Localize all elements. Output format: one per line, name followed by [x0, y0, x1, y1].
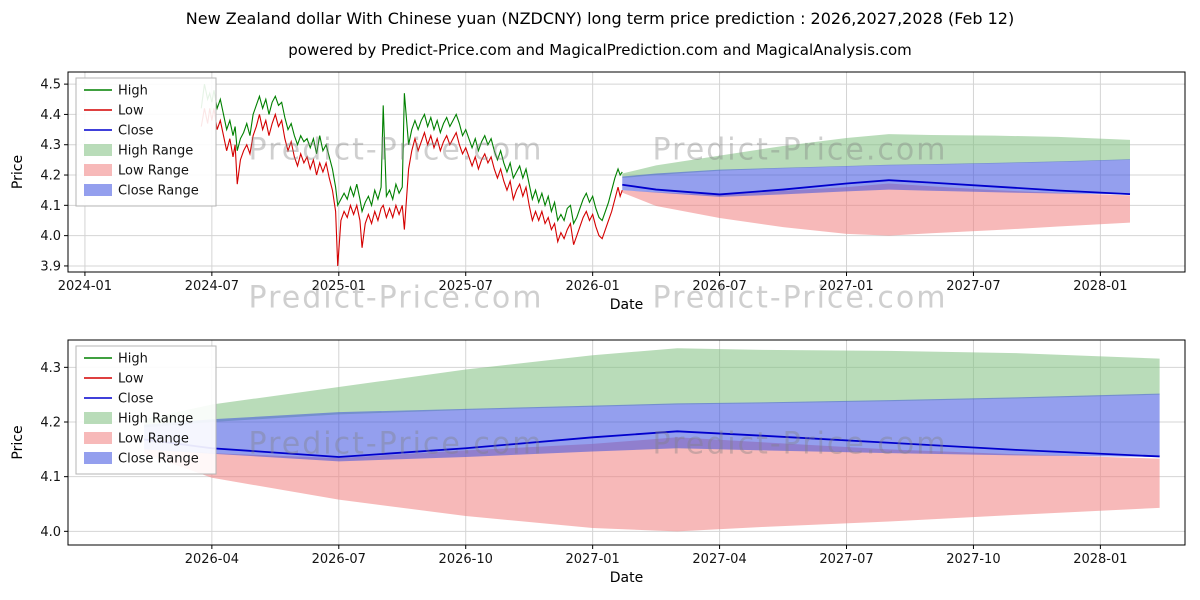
- legend-label: Close Range: [118, 452, 199, 467]
- legend-swatch-close_band: [84, 452, 112, 464]
- x-tick-label: 2024-01: [58, 279, 112, 294]
- high-range-band: [144, 348, 1160, 428]
- x-axis-label: Date: [610, 297, 643, 313]
- x-tick-label: 2027-07: [819, 552, 873, 567]
- low-range-band: [622, 183, 1130, 236]
- low-range-band: [144, 437, 1160, 532]
- y-tick-label: 4.2: [40, 169, 61, 184]
- legend-label: High: [118, 352, 148, 367]
- legend-label: Close Range: [118, 184, 199, 199]
- x-tick-label: 2027-01: [819, 279, 873, 294]
- x-tick-label: 2026-07: [692, 279, 746, 294]
- x-tick-label: 2028-01: [1073, 552, 1127, 567]
- page-title: New Zealand dollar With Chinese yuan (NZ…: [185, 9, 1015, 28]
- legend-swatch-low_band: [84, 164, 112, 176]
- page-subtitle: powered by Predict-Price.com and Magical…: [288, 41, 912, 59]
- y-tick-label: 4.1: [40, 199, 61, 214]
- close-line: [622, 179, 1131, 196]
- legend-label: High Range: [118, 144, 193, 159]
- legend-swatch-high_band: [84, 412, 112, 424]
- x-axis-label: Date: [610, 570, 643, 586]
- y-tick-label: 4.0: [40, 525, 61, 540]
- y-tick-label: 4.1: [40, 470, 61, 485]
- y-tick-label: 4.5: [40, 78, 61, 93]
- y-tick-label: 4.3: [40, 361, 61, 376]
- y-axis-label: Price: [10, 425, 26, 459]
- close-line: [144, 430, 1160, 458]
- plot-border: [67, 71, 1186, 273]
- legend-label: Close: [118, 124, 153, 139]
- x-tick-label: 2027-10: [946, 552, 1000, 567]
- y-tick-label: 3.9: [40, 259, 61, 274]
- legend-label: High: [118, 84, 148, 99]
- high-range-band: [622, 134, 1130, 179]
- high-line: [200, 84, 623, 226]
- y-tick-label: 4.3: [40, 138, 61, 153]
- x-tick-label: 2028-01: [1073, 279, 1127, 294]
- y-tick-label: 4.2: [40, 416, 61, 431]
- y-tick-label: 4.4: [40, 108, 61, 123]
- x-tick-label: 2026-01: [565, 279, 619, 294]
- x-tick-label: 2024-07: [185, 279, 239, 294]
- x-tick-label: 2026-10: [439, 552, 493, 567]
- x-tick-label: 2026-04: [185, 552, 239, 567]
- plot-border: [67, 339, 1186, 546]
- y-tick-label: 4.0: [40, 229, 61, 244]
- legend-label: Low Range: [118, 164, 189, 179]
- legend-label: Close: [118, 392, 153, 407]
- legend-label: High Range: [118, 412, 193, 427]
- legend-label: Low: [118, 372, 144, 387]
- y-axis-label: Price: [10, 155, 26, 189]
- x-tick-label: 2025-07: [439, 279, 493, 294]
- legend-swatch-close_band: [84, 184, 112, 196]
- legend-label: Low Range: [118, 432, 189, 447]
- x-tick-label: 2027-04: [692, 552, 746, 567]
- x-tick-label: 2026-07: [312, 552, 366, 567]
- x-tick-label: 2027-01: [565, 552, 619, 567]
- x-tick-label: 2025-01: [312, 279, 366, 294]
- low-line: [200, 108, 623, 266]
- legend-label: Low: [118, 104, 144, 119]
- x-tick-label: 2027-07: [946, 279, 1000, 294]
- legend-swatch-high_band: [84, 144, 112, 156]
- legend-swatch-low_band: [84, 432, 112, 444]
